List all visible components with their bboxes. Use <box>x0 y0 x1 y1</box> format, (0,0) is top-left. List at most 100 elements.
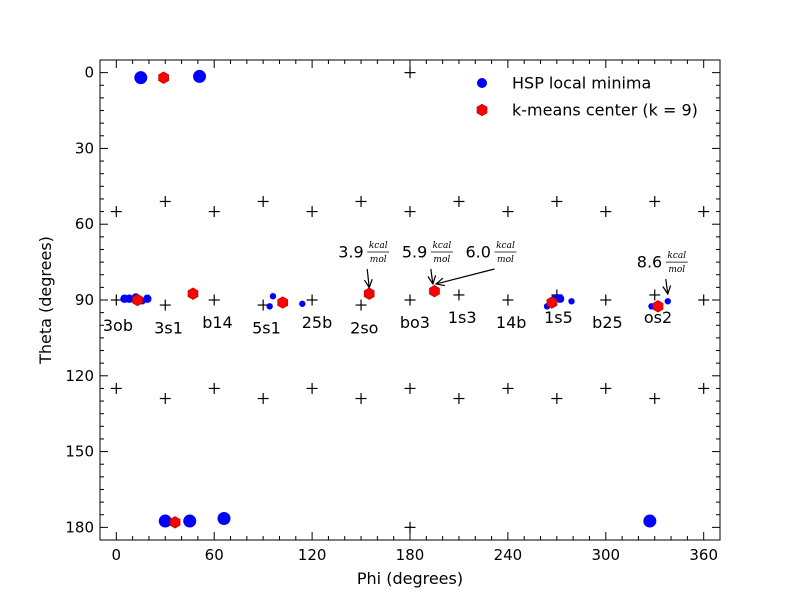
kmeans-center-point <box>652 300 664 313</box>
x-axis-label: Phi (degrees) <box>357 569 463 588</box>
pucker-reference-marker <box>453 393 465 405</box>
y-tick-label: 90 <box>75 291 94 309</box>
minima-point <box>183 514 197 528</box>
annotation-arrowhead <box>363 279 373 290</box>
minima-point <box>555 294 565 303</box>
y-tick-label: 120 <box>65 367 94 385</box>
x-tick-label: 360 <box>689 546 718 564</box>
pucker-reference-marker <box>600 294 612 306</box>
pucker-label: 1s3 <box>448 308 477 327</box>
x-tick-label: 240 <box>494 546 523 564</box>
pucker-reference-marker <box>208 294 220 306</box>
pucker-label: b25 <box>592 313 623 332</box>
pucker-label: 2so <box>350 318 378 337</box>
pucker-reference-marker <box>208 206 220 218</box>
x-tick-label: 300 <box>591 546 620 564</box>
pucker-reference-marker <box>453 289 465 301</box>
annotation-unit-numerator: kcal <box>432 241 451 251</box>
pucker-reference-marker <box>306 382 318 394</box>
pucker-reference-marker <box>649 393 661 405</box>
annotation-arrow <box>665 279 669 295</box>
legend: HSP local minima k-means center (k = 9) <box>476 74 698 120</box>
pucker-reference-marker <box>110 382 122 394</box>
pucker-reference-marker <box>110 206 122 218</box>
annotation-unit-denominator: mol <box>370 255 387 265</box>
minima-point <box>193 69 207 83</box>
annotation-arrow <box>366 268 370 288</box>
pucker-label: bo3 <box>400 313 430 332</box>
minima-layer <box>120 69 671 528</box>
energy-annotation: 8.6 kcal mol <box>637 251 688 296</box>
y-tick-label: 0 <box>84 64 94 82</box>
pucker-label: 14b <box>496 313 527 332</box>
minima-point <box>664 298 671 305</box>
legend-label-minima: HSP local minima <box>512 74 651 93</box>
pucker-reference-marker <box>404 382 416 394</box>
annotation-layer: 3.9 kcal mol 5.9 kcal mol 6.0 kcal mol 8.6 kcal mol <box>338 241 688 296</box>
y-axis-label: Theta (degrees) <box>36 236 55 365</box>
pucker-reference-marker <box>502 294 514 306</box>
pucker-label: b14 <box>202 313 233 332</box>
annotation-arrowhead <box>427 275 437 286</box>
annotation-unit-denominator: mol <box>497 255 514 265</box>
pucker-label: 5s1 <box>252 318 281 337</box>
pucker-reference-marker <box>698 382 710 394</box>
kmeans-center-point <box>132 293 143 307</box>
pucker-label: 3ob <box>103 316 133 335</box>
pucker-reference-marker <box>649 289 661 301</box>
annotation-unit-denominator: mol <box>668 265 685 275</box>
axes-layer: 0 60 120 180 240 300 360 0 30 60 90 120 150 180 <box>65 59 721 564</box>
pucker-reference-marker <box>208 382 220 394</box>
energy-annotation: 5.9 kcal mol <box>402 241 453 286</box>
pucker-label-layer: 3ob 3s1 b14 5s1 25b 2so bo3 1s3 14b 1s5 b25 os2 <box>103 308 672 337</box>
pucker-reference-layer <box>110 67 710 533</box>
annotation-unit-numerator: kcal <box>369 241 388 251</box>
pucker-reference-marker <box>649 195 661 207</box>
minima-point <box>158 514 172 528</box>
x-tick-label: 60 <box>205 546 224 564</box>
pucker-reference-marker <box>551 393 563 405</box>
legend-marker-centers <box>476 103 488 117</box>
annotation-value: 3.9 <box>338 243 363 262</box>
annotation-unit-denominator: mol <box>433 255 450 265</box>
kmeans-center-point <box>169 516 181 529</box>
pucker-reference-marker <box>355 393 367 405</box>
pucker-reference-marker <box>404 206 416 218</box>
x-tick-label: 120 <box>298 546 327 564</box>
pucker-reference-marker <box>257 195 269 207</box>
energy-annotation: 3.9 kcal mol <box>338 241 390 290</box>
minima-point <box>217 512 231 526</box>
annotation-unit-numerator: kcal <box>667 251 686 261</box>
pucker-reference-marker <box>698 294 710 306</box>
pucker-reference-marker <box>306 206 318 218</box>
annotation-value: 5.9 <box>402 243 427 262</box>
pucker-reference-marker <box>306 294 318 306</box>
minima-point <box>266 303 273 310</box>
center-layer <box>132 71 664 529</box>
annotation-arrowhead <box>434 277 446 287</box>
kmeans-center-point <box>187 287 199 300</box>
annotation-value: 8.6 <box>637 253 662 272</box>
kmeans-center-point <box>429 285 440 298</box>
pucker-reference-marker <box>453 195 465 207</box>
pucker-reference-marker <box>600 382 612 394</box>
annotation-unit-numerator: kcal <box>496 241 515 251</box>
pucker-reference-marker <box>698 206 710 218</box>
minima-point <box>568 298 575 305</box>
pucker-reference-marker <box>159 299 171 311</box>
minima-point <box>269 293 277 300</box>
minima-point <box>643 514 657 528</box>
legend-marker-minima <box>477 78 487 88</box>
pucker-reference-marker <box>404 294 416 306</box>
annotation-arrow <box>430 268 434 284</box>
pucker-reference-marker <box>404 67 416 79</box>
annotation-value: 6.0 <box>465 243 490 262</box>
pucker-reference-marker <box>110 294 122 306</box>
pucker-label: os2 <box>644 308 672 327</box>
pucker-reference-marker <box>159 195 171 207</box>
energy-annotation: 6.0 kcal mol <box>434 241 517 287</box>
kmeans-center-point <box>363 287 375 300</box>
annotation-arrowhead <box>662 285 672 296</box>
y-tick-label: 180 <box>65 518 94 536</box>
kmeans-center-point <box>277 296 289 309</box>
